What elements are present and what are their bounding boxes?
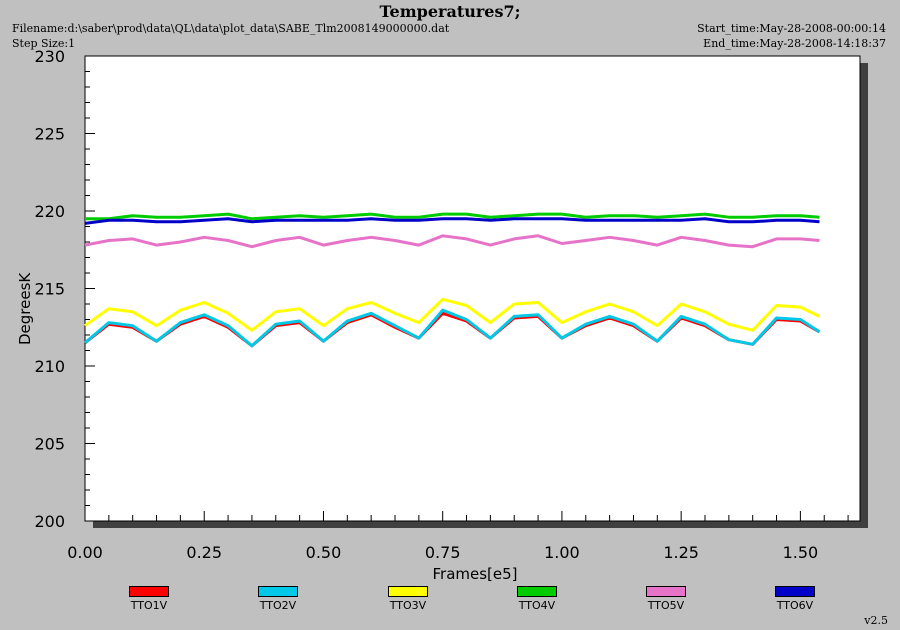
y-tick-label: 215: [34, 280, 65, 299]
version-label: v2.5: [864, 614, 888, 627]
legend-label-tto3v: TTO3V: [389, 599, 427, 612]
x-tick-label: 0.00: [67, 543, 103, 562]
x-tick-label: 0.50: [306, 543, 342, 562]
legend-swatch-tto2v: [258, 586, 298, 597]
legend-swatch-tto1v: [129, 586, 169, 597]
legend-swatch-tto3v: [388, 586, 428, 597]
legend-label-tto6v: TTO6V: [776, 599, 814, 612]
legend-swatch-tto4v: [517, 586, 557, 597]
series-line-tto3v: [84, 297, 821, 332]
y-tick-label: 205: [34, 435, 65, 454]
y-tick-label: 220: [34, 202, 65, 221]
legend-label-tto4v: TTO4V: [518, 599, 556, 612]
legend-label-tto1v: TTO1V: [130, 599, 168, 612]
series-line-tto5v: [84, 234, 820, 249]
series-line-tto2v: [84, 308, 821, 348]
y-axis-label: DegreesK: [16, 272, 34, 345]
end-time-text: End_time:May-28-2008-14:18:37: [703, 37, 886, 50]
series-layer: [84, 212, 821, 348]
filename-text: Filename:d:\saber\prod\data\QL\data\plot…: [12, 22, 450, 35]
x-axis-label: Frames[e5]: [432, 565, 518, 583]
start-time-text: Start_time:May-28-2008-00:00:14: [697, 22, 886, 35]
legend-label-tto5v: TTO5V: [647, 599, 685, 612]
chart-title: Temperatures7;: [379, 2, 521, 21]
y-tick-label: 210: [34, 357, 65, 376]
legend-swatch-tto6v: [775, 586, 815, 597]
x-tick-label: 1.25: [663, 543, 699, 562]
y-tick-label: 230: [34, 47, 65, 66]
x-tick-label: 1.50: [783, 543, 819, 562]
legend-label-tto2v: TTO2V: [259, 599, 297, 612]
x-tick-label: 0.25: [186, 543, 222, 562]
y-axis: 200 205 210 215 220 225 230: [34, 47, 95, 531]
plot-area: [84, 55, 861, 522]
x-tick-label: 1.00: [544, 543, 580, 562]
series-line-tto4v: [85, 212, 820, 221]
legend-swatch-tto5v: [646, 586, 686, 597]
step-size-text: Step Size:1: [12, 37, 76, 50]
plot-frame: [84, 55, 868, 528]
x-tick-label: 0.75: [425, 543, 461, 562]
y-tick-label: 225: [34, 125, 65, 144]
x-axis: 0.00 0.25 0.50 0.75 1.00 1.25 1.50: [67, 511, 849, 562]
y-tick-label: 200: [34, 512, 65, 531]
series-line-tto6v: [84, 217, 820, 225]
